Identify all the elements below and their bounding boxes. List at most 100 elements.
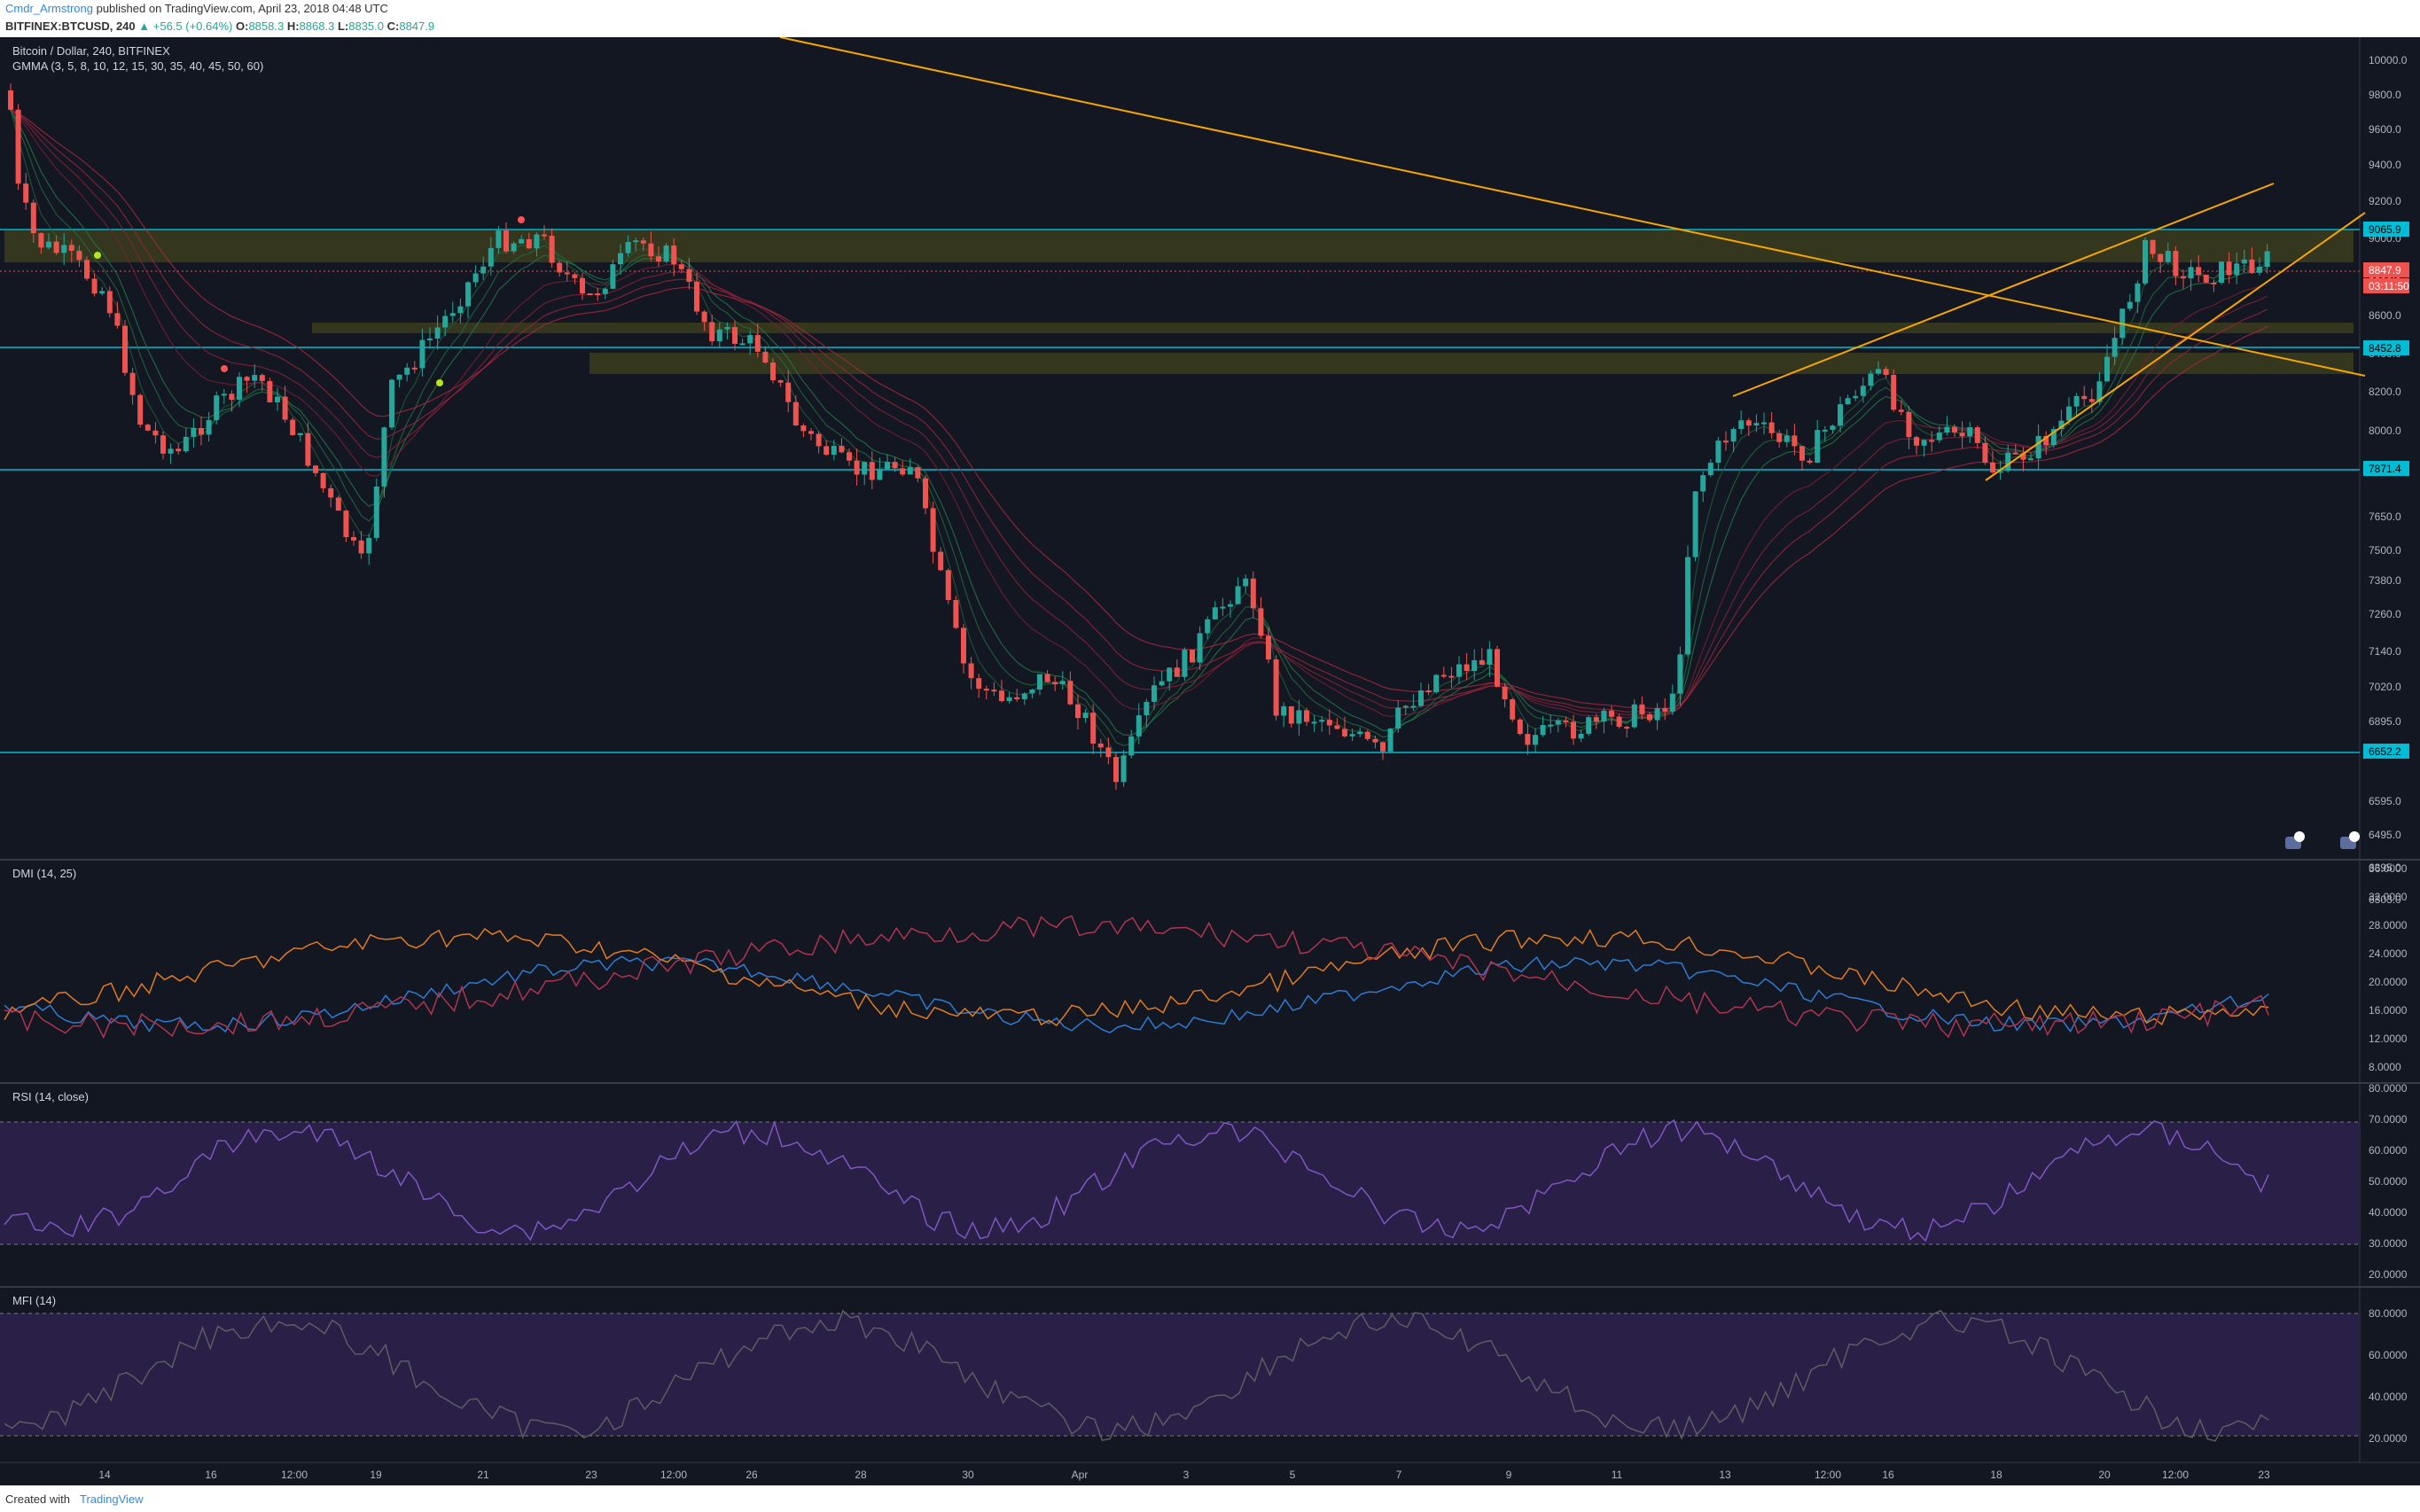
price-scale[interactable]: 10000.09800.09600.09400.09200.09000.0880…: [2369, 54, 2408, 906]
candle-body: [511, 243, 517, 252]
candle-body: [564, 272, 570, 275]
tradingview-link[interactable]: TradingView: [80, 1493, 144, 1506]
time-tick: 16: [1882, 1469, 1894, 1481]
candle-body: [1616, 716, 1622, 728]
zone-boxes[interactable]: [4, 230, 2354, 374]
time-tick: 12:00: [1815, 1469, 1841, 1481]
candle-body: [1510, 699, 1516, 720]
candle-body: [1517, 719, 1523, 735]
candle-body: [625, 242, 631, 253]
mfi-tick: 60.0000: [2369, 1349, 2408, 1361]
svg-text:9065.9: 9065.9: [2369, 223, 2401, 236]
candle-body: [1357, 731, 1363, 735]
dmi-scale[interactable]: 36.0000 32.0000 28.0000 24.0000 20.0000 16.00…: [2369, 862, 2408, 1073]
candle-body: [1014, 697, 1020, 699]
candle-body: [1044, 674, 1050, 682]
candle-body: [923, 478, 928, 509]
rsi-tick: 40.0000: [2369, 1206, 2408, 1219]
candle-body: [160, 435, 166, 454]
candle-body: [2050, 429, 2057, 446]
candle-body: [2219, 261, 2224, 284]
rsi-tick: 50.0000: [2369, 1175, 2408, 1188]
price-tags: 9065.9 8847.9 03:11:50 8452.8 7871.4 6652.2: [2363, 222, 2409, 759]
candle-body: [2127, 301, 2133, 309]
chart-area[interactable]: Bitcoin / Dollar, 240, BITFINEX GMMA (3,…: [0, 37, 2420, 1485]
rsi-title[interactable]: RSI (14, close): [12, 1090, 89, 1103]
author-link[interactable]: Cmdr_Armstrong: [5, 2, 93, 15]
candle-body: [824, 446, 830, 456]
event-flags[interactable]: [2285, 831, 2360, 849]
mfi-title[interactable]: MFI (14): [12, 1294, 56, 1307]
horizontal-levels[interactable]: [0, 229, 2360, 753]
candle-body: [1182, 650, 1188, 677]
buy-dot: [94, 252, 101, 259]
candle-body: [1495, 649, 1500, 687]
candle-body: [496, 230, 502, 248]
ohlc-line: BITFINEX:BTCUSD, 240 ▲ +56.5 (+0.64%) O:…: [5, 19, 434, 33]
candle-body: [46, 241, 51, 248]
candle-body: [1540, 725, 1546, 736]
candle-body: [1479, 659, 1485, 666]
time-axis[interactable]: 14 16 12:00 19 21 23 12:00 26 28 30 Apr 3 5 7 9 11 13 12:…: [98, 1469, 2270, 1481]
candle-body: [480, 266, 487, 274]
candle-body: [2104, 356, 2110, 382]
candle-body: [999, 690, 1004, 701]
candle-body: [1440, 674, 1447, 677]
candlestick-series[interactable]: [8, 83, 2270, 791]
candle-body: [1296, 710, 1302, 724]
candle-body: [968, 663, 974, 679]
candle-body: [373, 486, 379, 538]
candle-body: [1715, 440, 1721, 464]
rsi-scale[interactable]: 80.0000 70.0000 60.0000 50.0000 40.0000 30.00…: [2369, 1082, 2408, 1281]
candle-body: [275, 396, 280, 402]
time-tick: 3: [1183, 1469, 1190, 1481]
candle-body: [800, 425, 807, 432]
price-tag: 03:11:50: [2363, 278, 2409, 293]
candle-body: [709, 322, 715, 342]
price-tick: 9800.0: [2369, 89, 2401, 101]
symbol-label: BITFINEX:BTCUSD, 240: [5, 19, 136, 33]
mfi-tick: 80.0000: [2369, 1307, 2408, 1320]
price-tick: 7500.0: [2369, 544, 2401, 557]
candle-body: [1288, 705, 1294, 724]
gmma-line: [10, 109, 2268, 737]
candle-body: [23, 183, 29, 203]
dmi-title[interactable]: DMI (14, 25): [12, 867, 76, 880]
candle-body: [1700, 475, 1706, 492]
gmma-indicator-title[interactable]: GMMA (3, 5, 8, 10, 12, 15, 30, 35, 40, 4…: [12, 59, 263, 73]
gmma-ribbon: [10, 109, 2268, 759]
chart-canvas[interactable]: Bitcoin / Dollar, 240, BITFINEX GMMA (3,…: [0, 37, 2420, 1485]
candle-body: [144, 425, 151, 431]
candle-body: [686, 269, 692, 282]
candle-body: [427, 338, 433, 340]
trend-lines[interactable]: [779, 37, 2366, 481]
flag-icon[interactable]: [2340, 831, 2360, 849]
candle-body: [678, 264, 684, 269]
candle-body: [1555, 720, 1561, 725]
candle-body: [930, 508, 936, 552]
mfi-scale[interactable]: 80.0000 60.0000 40.0000 20.0000: [2369, 1307, 2408, 1445]
dmi-tick: 32.0000: [2369, 891, 2408, 903]
candle-body: [2035, 435, 2041, 459]
time-tick: 18: [1990, 1469, 2002, 1481]
price-tag: 8452.8: [2363, 340, 2409, 355]
candle-body: [30, 202, 36, 234]
candle-body: [214, 395, 220, 420]
candle-body: [648, 243, 654, 257]
candle-body: [1334, 725, 1340, 729]
candle-body: [1845, 398, 1851, 405]
created-with-label: Created with: [5, 1493, 70, 1506]
flag-icon[interactable]: [2285, 831, 2305, 849]
pane-separators: [0, 37, 2420, 1463]
candle-body: [1144, 701, 1150, 716]
candle-body: [1082, 713, 1089, 719]
candle-body: [1128, 736, 1135, 756]
candle-body: [877, 469, 883, 480]
price-tick: 6495.0: [2369, 829, 2401, 841]
candle-body: [1273, 659, 1279, 716]
candle-body: [785, 382, 792, 402]
candle-body: [199, 428, 204, 435]
candle-body: [1448, 675, 1455, 678]
candle-body: [2257, 267, 2262, 273]
candle-body: [754, 335, 761, 352]
